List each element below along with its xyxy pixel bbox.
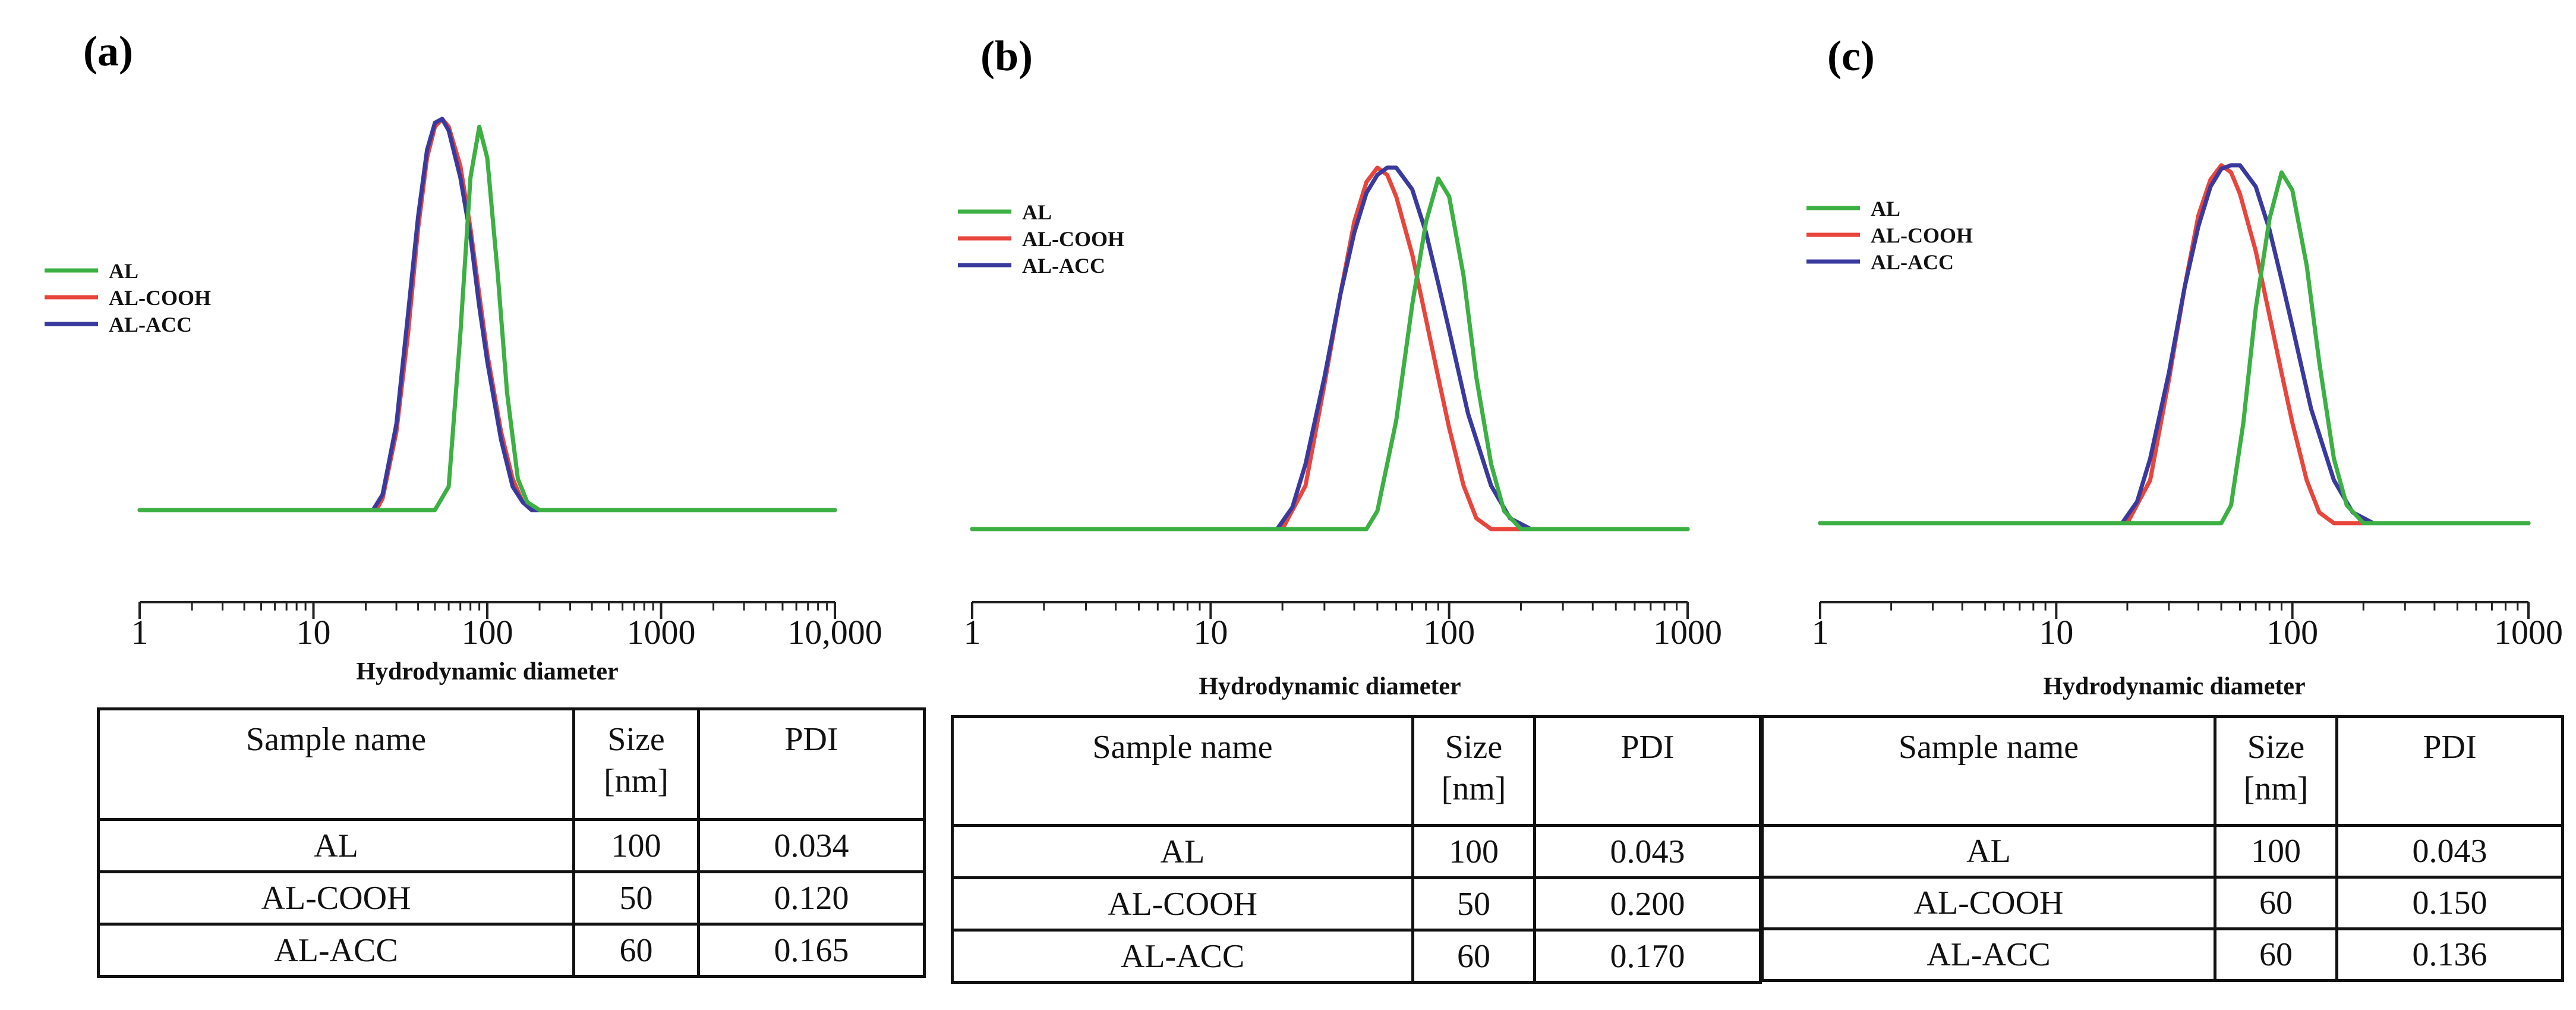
table-cell: AL (1761, 824, 2216, 879)
table-header-cell: Size [nm] (572, 707, 700, 821)
table-cell: AL-COOH (97, 870, 575, 926)
table-cell: 0.165 (697, 923, 926, 978)
table-header-cell: Size [nm] (1411, 715, 1536, 827)
series-line-al (137, 124, 837, 512)
summary-table-a: Sample name Size [nm] PDI AL 100 0.034 AL-COOH 5… (97, 707, 926, 978)
x-tick-label: 10 (1193, 613, 1228, 652)
table-cell: 0.170 (1533, 929, 1762, 984)
table-cell: AL-ACC (951, 929, 1414, 984)
table-cell: AL-ACC (97, 923, 575, 978)
table-cell: 0.200 (1533, 876, 1762, 932)
table-row: AL 100 0.043 (951, 824, 1762, 879)
summary-table-b: Sample name Size [nm] PDI AL 100 0.043 AL-COOH 5… (951, 715, 1762, 984)
x-tick-label: 10 (297, 613, 331, 652)
legend-label: AL-ACC (1022, 254, 1105, 278)
table-row: AL-COOH 50 0.200 (951, 876, 1762, 932)
table-cell: 100 (1411, 824, 1536, 879)
x-tick-label: 1000 (2494, 613, 2563, 652)
x-tick-label: 1000 (627, 613, 696, 652)
table-cell: 0.120 (697, 870, 926, 926)
series-line-al (970, 176, 1690, 531)
table-row: AL-ACC 60 0.170 (951, 929, 1762, 984)
x-axis-label: Hydrodynamic diameter (2043, 673, 2305, 700)
legend-label: AL (1022, 200, 1052, 224)
table-cell: 0.043 (1533, 824, 1762, 879)
table-cell: 50 (572, 870, 700, 926)
table-cell: 60 (1411, 929, 1536, 984)
table-row: AL-ACC 60 0.165 (97, 923, 926, 978)
table-header-text: Sample name (245, 721, 427, 758)
table-header-text: PDI (784, 721, 838, 758)
table-header-text: PDI (1620, 729, 1675, 766)
panel-label: (b) (980, 32, 1033, 80)
table-cell: 100 (572, 818, 700, 873)
table-cell: AL-COOH (951, 876, 1414, 932)
x-tick-label: 100 (1423, 613, 1475, 652)
series-line-al-acc (1818, 163, 2531, 526)
table-header-cell: Sample name (1761, 715, 2216, 827)
x-tick-label: 1 (1812, 613, 1829, 652)
table-header-text: Sample name (1898, 729, 2079, 766)
table-header-cell: PDI (697, 707, 926, 821)
x-tick-label: 10 (2039, 613, 2073, 652)
table-header-text: [nm] (604, 763, 669, 800)
panel-label: (a) (83, 27, 133, 75)
legend-label: AL-COOH (1871, 224, 1973, 247)
table-cell: 100 (2214, 824, 2338, 879)
table-header-text: [nm] (2243, 770, 2309, 807)
table-cell: 0.136 (2335, 927, 2564, 982)
x-tick-label: 100 (2266, 613, 2318, 652)
table-header-text: [nm] (1441, 770, 1506, 807)
table-cell: 60 (2214, 876, 2338, 930)
summary-table-c: Sample name Size [nm] PDI AL 100 0.043 AL-COOH 6… (1761, 715, 2564, 982)
x-axis-label: Hydrodynamic diameter (356, 658, 618, 685)
x-tick-label: 1 (964, 613, 981, 652)
legend-label: AL (109, 259, 138, 283)
table-header-text: Sample name (1092, 729, 1273, 766)
table-cell: 0.043 (2335, 824, 2564, 879)
x-tick-label: 1000 (1653, 613, 1722, 652)
panel-label: (c) (1827, 32, 1875, 80)
table-header-cell: Sample name (97, 707, 575, 821)
chart-panel-a: (a) 1 10 100 1000 10,000 Hydrodynamic diameter… (45, 27, 882, 685)
series-line-al-acc (970, 165, 1690, 531)
table-row: AL 100 0.043 (1761, 824, 2564, 879)
table-cell: AL-ACC (1761, 927, 2216, 982)
x-tick-label: 10,000 (787, 613, 882, 652)
series-line-al (1818, 170, 2531, 526)
table-cell: 60 (572, 923, 700, 978)
table-header-cell: PDI (2335, 715, 2564, 827)
legend-label: AL-ACC (109, 313, 192, 336)
table-header-text: Size (607, 721, 665, 758)
table-header-cell: Sample name (951, 715, 1414, 827)
legend-label: AL-ACC (1871, 250, 1954, 274)
table-cell: 0.150 (2335, 876, 2564, 930)
table-row: AL-ACC 60 0.136 (1761, 927, 2564, 982)
table-row: AL 100 0.034 (97, 818, 926, 873)
chart-panel-c: (c) 1 10 100 1000 Hydrodynamic diameter AL AL-C… (1806, 32, 2563, 700)
table-header-text: Size (2247, 729, 2305, 766)
series-line-al-acc (137, 117, 837, 512)
table-cell: 60 (2214, 927, 2338, 982)
legend-label: AL-COOH (1022, 227, 1124, 251)
chart-panel-b: (b) 1 10 100 1000 Hydrodynamic diameter AL AL-C… (958, 32, 1722, 700)
table-cell: AL (951, 824, 1414, 879)
table-row: AL-COOH 60 0.150 (1761, 876, 2564, 930)
table-row: AL-COOH 50 0.120 (97, 870, 926, 926)
legend-label: AL (1871, 197, 1900, 221)
table-cell: AL-COOH (1761, 876, 2216, 930)
table-cell: AL (97, 818, 575, 873)
table-header-cell: Size [nm] (2214, 715, 2338, 827)
table-cell: 50 (1411, 876, 1536, 932)
table-cell: 0.034 (697, 818, 926, 873)
x-axis-label: Hydrodynamic diameter (1199, 673, 1461, 700)
legend-label: AL-COOH (109, 286, 211, 310)
x-tick-label: 1 (131, 613, 149, 652)
table-header-cell: PDI (1533, 715, 1762, 827)
table-header-text: Size (1445, 729, 1503, 766)
table-header-text: PDI (2423, 729, 2477, 766)
x-tick-label: 100 (462, 613, 513, 652)
